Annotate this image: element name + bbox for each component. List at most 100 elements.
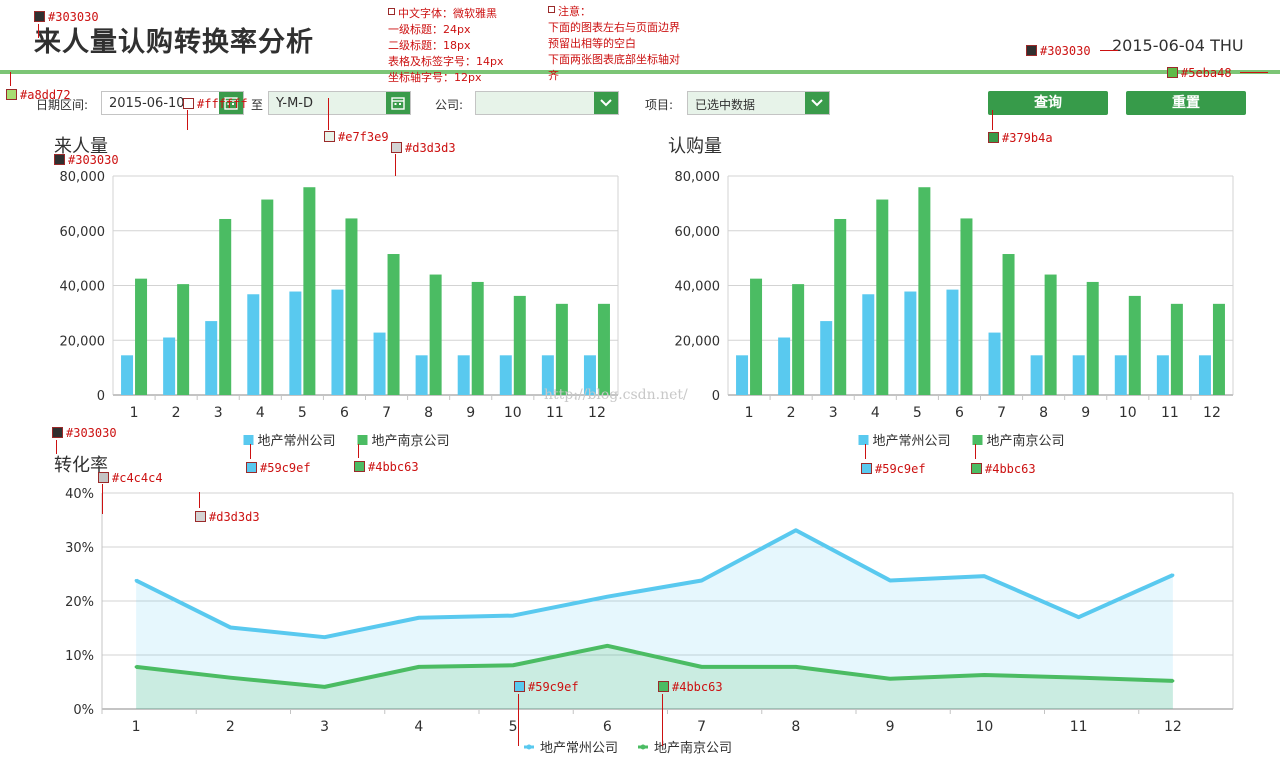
calendar-icon[interactable] <box>386 92 410 114</box>
annotation-grid-color: #d3d3d3 <box>391 141 456 155</box>
swatch <box>971 463 982 474</box>
date-from-value: 2015-06-10 <box>109 96 185 111</box>
x-tick-label: 1 <box>745 405 754 421</box>
calendar-icon[interactable] <box>219 92 243 114</box>
data-point <box>888 578 892 582</box>
annotation-leader <box>1240 72 1268 73</box>
y-tick-label: 30% <box>65 541 94 556</box>
annotation-legend-cz-1: #59c9ef <box>246 461 311 475</box>
swatch <box>658 681 669 692</box>
annotation-text: #d3d3d3 <box>405 141 456 155</box>
annotation-leader <box>38 24 39 38</box>
data-point <box>700 665 704 669</box>
swatch <box>6 89 17 100</box>
bar <box>289 291 302 395</box>
company-select[interactable] <box>475 91 619 115</box>
data-point <box>417 616 421 620</box>
annotation-text: #303030 <box>66 426 117 440</box>
swatch <box>324 131 335 142</box>
bar <box>303 187 316 395</box>
x-tick-label: 3 <box>214 405 223 421</box>
x-tick-label: 4 <box>871 405 880 421</box>
x-tick-label: 2 <box>172 405 181 421</box>
annotation-leader <box>395 154 396 176</box>
bar <box>792 284 805 395</box>
bar <box>1086 281 1099 395</box>
annotation-text: #59c9ef <box>528 680 579 694</box>
swatch <box>988 132 999 143</box>
swatch <box>34 11 45 22</box>
bar <box>1002 254 1015 395</box>
bar <box>918 187 931 395</box>
series-area <box>136 530 1173 709</box>
annotation-legend-cz-2: #59c9ef <box>861 462 926 476</box>
chevron-down-icon[interactable] <box>594 92 618 114</box>
x-tick-label: 2 <box>226 719 235 735</box>
bar <box>1128 295 1141 395</box>
bar <box>205 321 218 395</box>
bar <box>471 281 484 395</box>
legend-marker <box>640 744 646 750</box>
reset-button[interactable]: 重置 <box>1126 91 1246 115</box>
date-to-input[interactable]: Y-M-D <box>268 91 411 115</box>
x-tick-label: 11 <box>546 405 564 421</box>
x-tick-label: 6 <box>340 405 349 421</box>
bar <box>541 355 554 395</box>
legend-label: 地产南京公司 <box>654 740 732 756</box>
bar <box>261 199 274 395</box>
series-line <box>135 528 1174 640</box>
annotation-leader <box>102 484 103 514</box>
date-from-input[interactable]: 2015-06-10 <box>101 91 244 115</box>
swatch <box>246 462 257 473</box>
bar <box>1198 355 1211 395</box>
annotation-text: #4bbc63 <box>672 680 723 694</box>
annotation-text: #5eba48 <box>1181 66 1232 80</box>
chevron-down-icon[interactable] <box>805 92 829 114</box>
annotation-button-color: #379b4a <box>988 131 1053 145</box>
y-tick-label: 20% <box>65 595 94 610</box>
x-tick-label: 3 <box>320 719 329 735</box>
data-point <box>982 574 986 578</box>
annotation-leader <box>975 444 976 459</box>
x-tick-label: 8 <box>791 719 800 735</box>
data-point <box>228 676 232 680</box>
y-tick-label: 60,000 <box>60 225 106 240</box>
data-point <box>888 677 892 681</box>
project-select-value: 已选中数据 <box>695 98 756 112</box>
header-divider <box>0 70 1280 74</box>
data-point <box>134 665 138 669</box>
annotation-line-nj: #4bbc63 <box>658 680 723 694</box>
annotation-text: #ffffff <box>197 97 248 111</box>
bar <box>1212 303 1225 395</box>
swatch <box>514 681 525 692</box>
annotation-text: 注意： 下面的图表左右与页面边界 预留出相等的空白 下面两张图表底部坐标轴对 齐 <box>548 5 680 82</box>
annotation-rule-color: #a8dd72 <box>6 88 71 102</box>
annotation-legend-nj-1: #4bbc63 <box>354 460 419 474</box>
legend-label: 地产南京公司 <box>987 433 1065 449</box>
project-select[interactable]: 已选中数据 <box>687 91 830 115</box>
y-tick-label: 0 <box>712 389 720 404</box>
annotation-layout-note: 注意： 下面的图表左右与页面边界 预留出相等的空白 下面两张图表底部坐标轴对 齐 <box>548 4 680 84</box>
x-tick-label: 11 <box>1070 719 1088 735</box>
x-tick-label: 7 <box>997 405 1006 421</box>
y-tick-label: 0% <box>73 703 94 718</box>
annotation-leader <box>10 72 11 86</box>
data-point <box>605 595 609 599</box>
x-tick-label: 8 <box>1039 405 1048 421</box>
bar <box>177 284 190 395</box>
x-tick-label: 7 <box>697 719 706 735</box>
bar <box>135 278 148 395</box>
bar <box>876 199 889 395</box>
bar <box>331 289 344 395</box>
annotation-leader <box>199 492 200 508</box>
data-point <box>794 665 798 669</box>
query-button[interactable]: 查询 <box>988 91 1108 115</box>
bar <box>960 218 973 395</box>
annotation-text: #4bbc63 <box>368 460 419 474</box>
y-tick-label: 80,000 <box>60 170 106 185</box>
bar <box>904 291 917 395</box>
data-point <box>323 635 327 639</box>
bar <box>121 355 134 395</box>
bar <box>163 337 176 395</box>
